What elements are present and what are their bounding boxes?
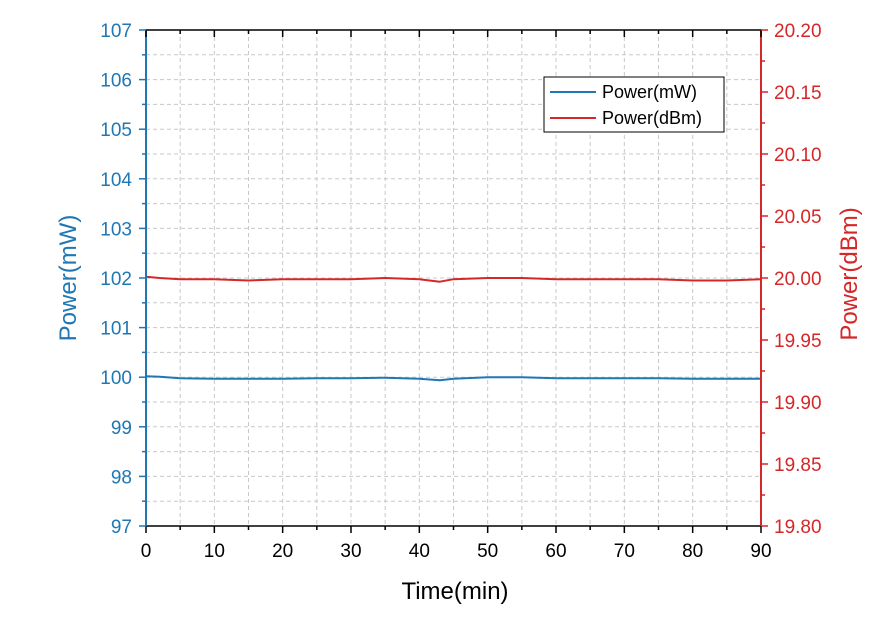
x-tick-label: 50 — [477, 541, 498, 562]
left-tick-label: 101 — [100, 319, 132, 340]
legend-label-mw: Power(mW) — [602, 82, 697, 102]
right-tick-label: 19.85 — [774, 455, 822, 476]
series-lines — [145, 275, 762, 382]
right-tick-label: 19.95 — [774, 331, 822, 352]
left-tick-label: 100 — [100, 368, 132, 389]
x-tick-label: 70 — [614, 541, 635, 562]
right-tick-label: 20.05 — [774, 207, 822, 228]
x-axis-label: Time(min) — [401, 578, 508, 605]
x-tick-label: 40 — [409, 541, 430, 562]
left-tick-label: 105 — [100, 120, 132, 141]
right-tick-label: 19.90 — [774, 393, 822, 414]
x-tick-label: 0 — [141, 541, 152, 562]
left-tick-label: 103 — [100, 219, 132, 240]
axes: 0 10 20 30 40 50 60 70 80 90 97 98 99 100 101 102 103 104… — [100, 21, 821, 562]
x-tick-label: 30 — [340, 541, 361, 562]
left-tick-label: 106 — [100, 71, 132, 92]
legend-box — [543, 76, 725, 133]
right-tick-label: 20.00 — [774, 269, 822, 290]
series-line-power-dbm — [145, 275, 762, 283]
left-y-axis-label: Power(mW) — [55, 215, 82, 342]
left-tick-label: 104 — [100, 170, 132, 191]
x-tick-label: 10 — [204, 541, 225, 562]
x-tick-label: 80 — [682, 541, 703, 562]
right-tick-label: 19.80 — [774, 517, 822, 538]
right-tick-label: 20.20 — [774, 21, 822, 42]
legend-label-dbm: Power(dBm) — [602, 108, 702, 128]
left-tick-label: 107 — [100, 21, 132, 42]
right-y-axis-label: Power(dBm) — [836, 207, 863, 340]
left-tick-label: 99 — [111, 418, 132, 439]
left-tick-label: 102 — [100, 269, 132, 290]
x-tick-label: 20 — [272, 541, 293, 562]
legend: Power(mW) Power(dBm) — [543, 76, 725, 133]
x-tick-label: 90 — [750, 541, 771, 562]
x-tick-label: 60 — [545, 541, 566, 562]
right-tick-label: 20.10 — [774, 145, 822, 166]
series-line-power-mw — [145, 375, 761, 382]
left-tick-label: 97 — [111, 517, 132, 538]
left-tick-label: 98 — [111, 467, 132, 488]
right-tick-label: 20.15 — [774, 83, 822, 104]
